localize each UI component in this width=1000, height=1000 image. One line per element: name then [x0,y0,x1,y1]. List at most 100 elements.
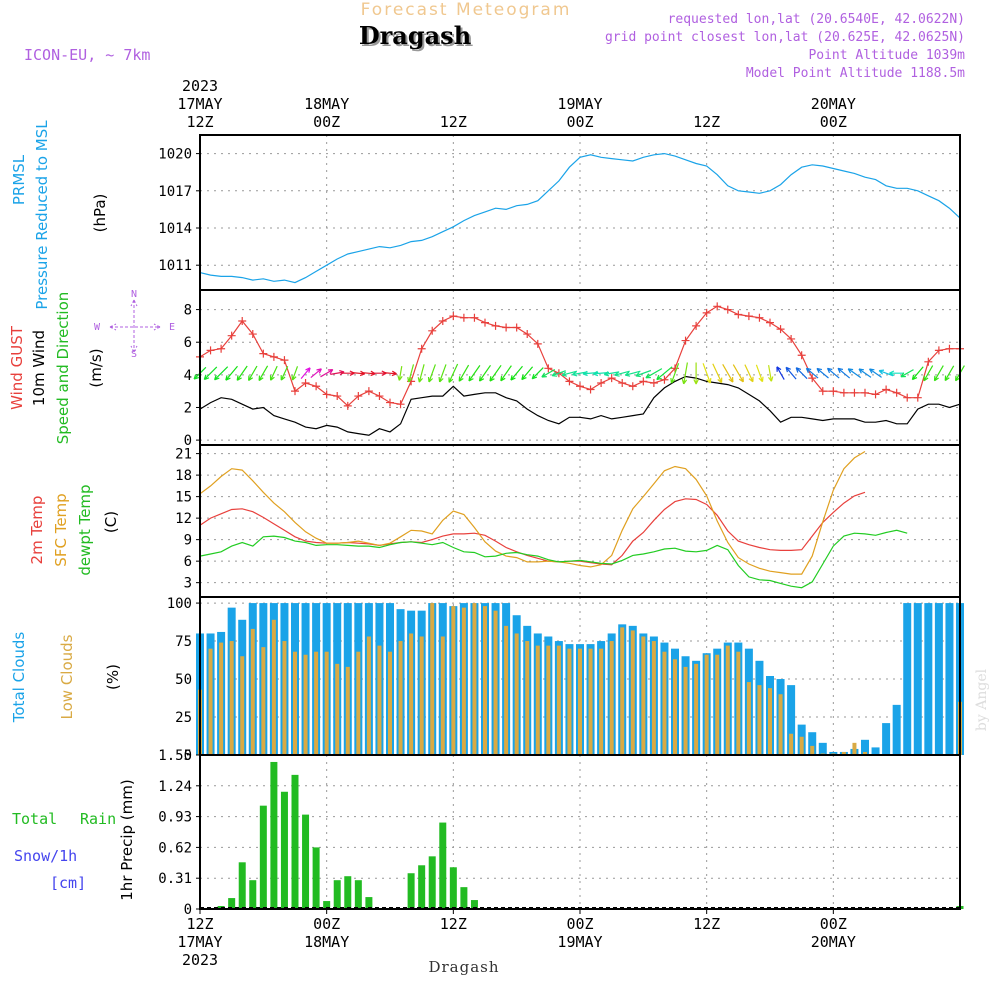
pressure-ytick-label: 1014 [158,221,192,237]
precip-ytick-label: 1.55 [158,748,192,764]
low-cloud-bar [578,648,582,755]
wind-direction-arrow [693,362,699,385]
rain-bar [302,814,310,909]
low-cloud-bar [683,666,688,755]
gust-marker [734,310,743,319]
gust-marker [248,330,257,339]
gust-marker [396,400,405,409]
gust-marker [449,312,458,321]
gust-marker [839,388,848,397]
rain-bar [312,847,320,909]
wind-direction-arrow [478,364,491,382]
cloud-panel-labels: Total Clouds Low Clouds (%) [10,632,122,724]
time-axis-label: 18MAY [304,95,349,113]
gust-marker [818,387,827,396]
low-cloud-bar [514,633,519,755]
time-axis-label: 12Z [693,915,720,933]
wind-direction-arrow [635,369,652,378]
gust-marker [206,346,215,355]
rain-bar [418,865,426,909]
low-cloud-bar [345,666,350,755]
wind-direction-arrow [702,363,712,384]
model-label: ICON-EU, ~ 7km [24,46,150,64]
wind-direction-arrow [847,368,862,379]
title-shadow: Dragash [361,23,473,52]
low-cloud-bar [609,641,614,755]
low-cloud-bar [208,648,213,755]
precip-frame [199,754,961,910]
low-cloud-bar [746,682,751,755]
gust-marker [850,388,859,397]
time-axis-label: 20MAY [811,933,856,951]
time-axis-label: 20MAY [811,95,856,113]
pressure-msl-label: Pressure Reduced to MSL [33,120,51,310]
total-cloud-bar [871,747,880,755]
wind-direction-arrow [248,365,258,381]
low-clouds-label: Low Clouds [58,634,76,719]
wind-direction-arrow [889,370,904,376]
wind-direction-arrow [816,367,829,379]
wind-direction-arrow [933,365,944,382]
low-cloud-bar [620,627,625,755]
gust-marker [533,339,542,348]
total-cloud-bar [787,685,796,755]
low-cloud-bar [694,663,699,755]
gust-marker [607,374,616,383]
wind-direction-arrow [383,370,397,377]
wind-direction-arrow [755,364,764,383]
time-axis-label: 12Z [186,915,213,933]
pressure-ytick-label: 1017 [158,184,192,200]
wind-direction-arrow [732,364,744,383]
temp-ytick-label: 12 [175,511,192,527]
low-cloud-bar [472,603,477,755]
time-axis-label: 18MAY [304,933,349,951]
temp-ytick-label: 18 [175,468,192,484]
grid-point-coords: grid point closest lon,lat (20.625E, 42.… [605,30,965,45]
wind-unit: (m/s) [87,348,105,387]
low-cloud-bar [768,688,772,755]
gust-marker [301,379,310,387]
gust-marker [913,393,922,402]
wind-direction-arrow [489,364,502,382]
wind-direction-arrow [320,369,334,378]
wind-direction-arrow [712,363,723,384]
gust-marker [808,374,817,383]
time-axis-label: 00Z [566,915,593,933]
gust-marker [491,321,500,330]
pressure-panel-labels: PRMSL Pressure Reduced to MSL (hPa) [10,120,109,310]
rain-bar [291,774,299,909]
precip-unit: 1hr Precip (mm) [118,779,136,900]
prmsl-label: PRMSL [10,154,28,205]
precip-panel-labels: Total Rain Snow/1h [cm] 1hr Precip (mm) [12,779,136,900]
gust-marker [438,317,447,325]
gust-marker [702,308,711,317]
wind-direction-arrow [656,366,673,381]
wind-direction-arrow [744,364,754,383]
low-cloud-bar [377,645,382,755]
gust-marker [713,302,722,311]
temp-sfc-label: SFC Temp [52,493,70,566]
low-cloud-bar [799,736,804,755]
temp-2m-label: 2m Temp [28,496,46,565]
temp-panel-labels: 2m Temp SFC Temp dewpt Temp (C) [28,484,120,575]
pressure-ytick-label: 1020 [158,147,192,163]
10m-wind-line [199,375,961,436]
low-cloud-bar [314,651,319,755]
time-axis-label: 00Z [820,915,847,933]
wind-direction-arrow [614,370,630,377]
gust-marker [671,364,679,373]
wind-direction-arrow [603,371,620,377]
gust-marker [459,313,468,322]
wind-panel-labels: Wind GUST 10m Wind Speed and Direction (… [8,289,175,444]
compass-rose: N S W E [94,289,175,360]
footer-title: Dragash [428,958,499,976]
wind-direction-arrow [427,364,436,383]
low-cloud-bar [789,733,794,755]
wind-direction-arrow [551,370,566,377]
temp-ytick-label: 3 [184,576,192,592]
wind-direction-arrow [795,367,808,380]
rain-bar [323,901,331,909]
